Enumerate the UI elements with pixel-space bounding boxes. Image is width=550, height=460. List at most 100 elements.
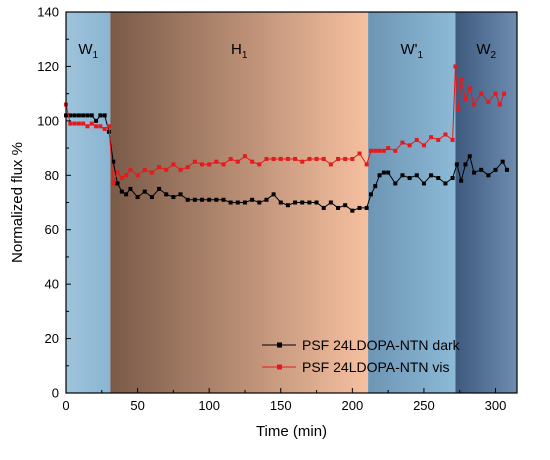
- data-point: [450, 137, 455, 142]
- data-point: [264, 197, 269, 202]
- data-point: [235, 200, 240, 205]
- data-point: [393, 181, 398, 186]
- data-point: [456, 107, 461, 112]
- data-point: [89, 121, 94, 126]
- data-point: [377, 173, 382, 178]
- data-point: [497, 102, 502, 107]
- data-point: [493, 167, 498, 172]
- data-point: [421, 143, 426, 148]
- series-group: [64, 64, 507, 186]
- data-point: [421, 181, 426, 186]
- phase-label: W1: [78, 41, 98, 61]
- data-point: [89, 113, 94, 118]
- data-point: [72, 113, 77, 118]
- data-point: [472, 102, 477, 107]
- data-point: [264, 156, 269, 161]
- data-point: [386, 146, 391, 151]
- data-point: [479, 167, 484, 172]
- x-tick-label: 300: [485, 398, 507, 413]
- data-point: [493, 91, 498, 96]
- data-point: [386, 170, 391, 175]
- x-tick-label: 0: [62, 398, 69, 413]
- x-tick-label: 100: [198, 398, 220, 413]
- data-point: [407, 143, 412, 148]
- data-point: [164, 167, 169, 172]
- data-point: [200, 197, 205, 202]
- data-point: [250, 197, 255, 202]
- data-point: [321, 205, 326, 210]
- data-point: [350, 208, 355, 213]
- data-point: [94, 124, 99, 129]
- data-point: [271, 156, 276, 161]
- phase-band: [455, 12, 517, 393]
- data-point: [321, 156, 326, 161]
- data-point: [135, 173, 140, 178]
- y-tick-label: 140: [37, 5, 59, 20]
- data-point: [414, 137, 419, 142]
- phase-band: [368, 12, 456, 393]
- data-point: [98, 113, 103, 118]
- data-point: [278, 200, 283, 205]
- legend-label: PSF 24LDOPA-NTN vis: [302, 359, 450, 375]
- data-point: [328, 200, 333, 205]
- y-tick-label: 60: [45, 222, 59, 237]
- data-point: [257, 162, 262, 167]
- data-point: [185, 165, 190, 170]
- data-point: [400, 140, 405, 145]
- data-point: [235, 159, 240, 164]
- y-tick-label: 120: [37, 59, 59, 74]
- data-point: [106, 124, 111, 129]
- data-point: [368, 192, 373, 197]
- y-tick-label: 0: [52, 386, 59, 401]
- data-point: [381, 170, 386, 175]
- data-point: [102, 127, 107, 132]
- data-point: [467, 86, 472, 91]
- data-point: [285, 156, 290, 161]
- data-point: [314, 156, 319, 161]
- data-point: [271, 192, 276, 197]
- phase-label-sub: 2: [491, 50, 497, 61]
- data-point: [250, 159, 255, 164]
- data-point: [135, 195, 140, 200]
- data-point: [373, 148, 378, 153]
- series-layer: [64, 64, 509, 213]
- data-point: [381, 148, 386, 153]
- data-point: [373, 184, 378, 189]
- data-point: [124, 192, 129, 197]
- x-tick-label: 50: [130, 398, 144, 413]
- data-point: [257, 200, 262, 205]
- phase-label-sub: 1: [418, 50, 424, 61]
- phase-label: H1: [231, 41, 248, 61]
- data-point: [192, 197, 197, 202]
- x-tick-label: 250: [413, 398, 435, 413]
- data-point: [142, 167, 147, 172]
- phase-label-sub: 1: [242, 50, 248, 61]
- data-point: [443, 181, 448, 186]
- data-point: [119, 176, 124, 181]
- data-point: [111, 159, 116, 164]
- data-point: [228, 156, 233, 161]
- data-point: [115, 181, 120, 186]
- data-point: [479, 91, 484, 96]
- data-point: [459, 178, 464, 183]
- data-point: [119, 189, 124, 194]
- data-point: [124, 173, 129, 178]
- data-point: [68, 121, 73, 126]
- data-point: [185, 197, 190, 202]
- phase-labels: W1 H1 W'1 W2: [78, 41, 496, 61]
- phase-label-main: W': [400, 41, 417, 58]
- data-point: [357, 205, 362, 210]
- data-point: [343, 203, 348, 208]
- data-point: [504, 167, 509, 172]
- data-point: [486, 173, 491, 178]
- data-point: [300, 200, 305, 205]
- data-point: [214, 197, 219, 202]
- data-point: [76, 121, 81, 126]
- data-point: [221, 162, 226, 167]
- data-point: [111, 181, 116, 186]
- data-point: [459, 78, 464, 83]
- x-axis-title: Time (min): [256, 423, 327, 440]
- data-point: [368, 148, 373, 153]
- data-point: [81, 121, 86, 126]
- data-point: [98, 124, 103, 129]
